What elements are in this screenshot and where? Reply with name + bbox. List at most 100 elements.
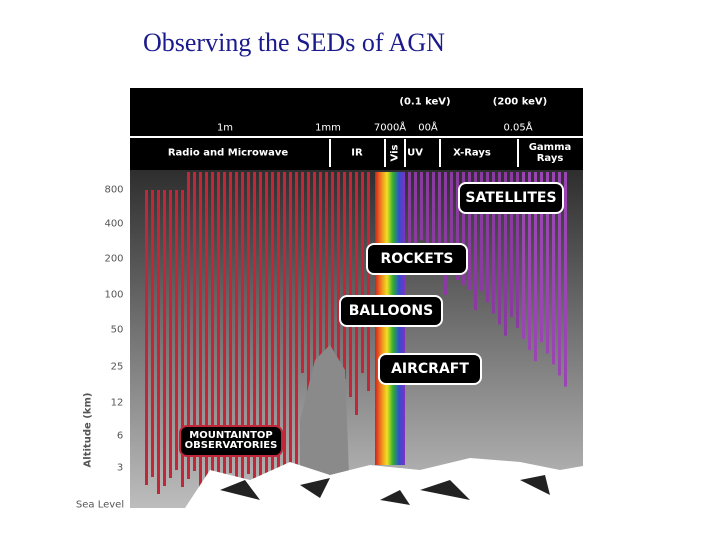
stripe <box>343 172 346 379</box>
ir-absorption <box>300 345 350 500</box>
altitude-tick: 12 <box>110 397 124 409</box>
stripe <box>420 172 423 241</box>
stripe <box>163 190 166 486</box>
band-label: IR <box>351 147 363 159</box>
stripe <box>325 172 328 385</box>
band-label: Gamma Rays <box>528 142 572 164</box>
altitude-tick: 3 <box>116 462 124 474</box>
stripe <box>510 172 513 317</box>
altitude-tick: 200 <box>104 253 124 265</box>
stripe <box>157 190 160 494</box>
stripe <box>247 172 250 474</box>
stripe <box>307 172 310 391</box>
stripe <box>289 172 292 493</box>
altitude-tick: 50 <box>110 324 124 336</box>
stripe <box>546 172 549 354</box>
altitude-tick: 400 <box>104 218 124 230</box>
stripe <box>474 172 477 311</box>
stripe <box>253 172 256 491</box>
stripe <box>498 172 501 325</box>
platform-label: AIRCRAFT <box>378 353 482 385</box>
stripe <box>301 172 304 373</box>
band-label: Radio and Microwave <box>167 147 289 159</box>
stripe <box>444 172 447 295</box>
stripe <box>235 172 238 490</box>
stripe <box>552 172 555 365</box>
energy-label: (0.1 keV) <box>399 96 451 108</box>
stripe <box>313 172 316 409</box>
stripe <box>331 172 334 403</box>
stripe <box>486 172 489 303</box>
platform-label: SATELLITES <box>458 182 564 214</box>
stripe <box>211 172 214 472</box>
stripe <box>265 172 268 475</box>
wavelength-label: 00Å <box>418 122 438 134</box>
axis-label: Altitude (km) <box>82 392 94 468</box>
energy-label: (200 keV) <box>492 96 548 108</box>
stripe <box>528 172 531 350</box>
stripe <box>199 172 202 488</box>
platform-label: ROCKETS <box>366 243 468 275</box>
stripe <box>522 172 525 339</box>
stripe <box>367 172 370 391</box>
slide-title: Observing the SEDs of AGN <box>143 28 445 57</box>
stripe <box>534 172 537 362</box>
altitude-tick: 800 <box>104 184 124 196</box>
stripe <box>205 172 208 480</box>
stripe <box>480 172 483 292</box>
stripe <box>181 190 184 487</box>
stripe <box>408 172 411 248</box>
wavelength-label: 1m <box>216 122 234 134</box>
mountains <box>185 458 583 508</box>
stripe <box>259 172 262 483</box>
stripe <box>229 172 232 473</box>
stripe <box>187 172 190 479</box>
stripe <box>450 172 453 275</box>
wavelength-label: 7000Å <box>373 122 407 134</box>
header-band <box>130 88 583 170</box>
stripe <box>516 172 519 328</box>
stripe <box>355 172 358 415</box>
stripe <box>277 172 280 484</box>
stripe <box>349 172 352 397</box>
stripe <box>169 190 172 478</box>
stripe <box>151 190 154 477</box>
stripe <box>558 172 561 376</box>
stripe <box>564 172 567 387</box>
platform-label: BALLOONS <box>339 295 443 327</box>
stripe <box>217 172 220 489</box>
stripe <box>283 172 286 476</box>
stripe <box>337 172 340 361</box>
stripe <box>175 190 178 470</box>
stripe <box>456 172 459 280</box>
stripe <box>271 172 274 492</box>
stripe <box>145 190 148 485</box>
altitude-tick: 6 <box>116 430 124 442</box>
band-label: UV <box>407 147 423 159</box>
altitude-tick: Sea Level <box>75 499 125 511</box>
band-label: X-Rays <box>453 147 491 159</box>
mountain-shading <box>220 475 550 505</box>
stripe <box>438 172 441 274</box>
stripe <box>504 172 507 336</box>
stripe <box>319 172 322 367</box>
stripe <box>223 172 226 481</box>
stripe <box>462 172 465 285</box>
altitude-tick: 25 <box>110 361 124 373</box>
wavelength-label: 0.05Å <box>503 122 533 134</box>
band-label: Vis <box>389 144 401 162</box>
stripe <box>193 172 196 471</box>
stripe <box>426 172 429 252</box>
stripe <box>295 172 298 485</box>
stripe <box>540 172 543 343</box>
stripe <box>241 172 244 482</box>
altitude-tick: 100 <box>104 289 124 301</box>
stripe <box>432 172 435 263</box>
stripe <box>492 172 495 314</box>
stripe <box>361 172 364 373</box>
platform-label: MOUNTAINTOP OBSERVATORIES <box>179 425 283 457</box>
band-separators <box>329 139 519 167</box>
wavelength-label: 1mm <box>315 122 341 134</box>
